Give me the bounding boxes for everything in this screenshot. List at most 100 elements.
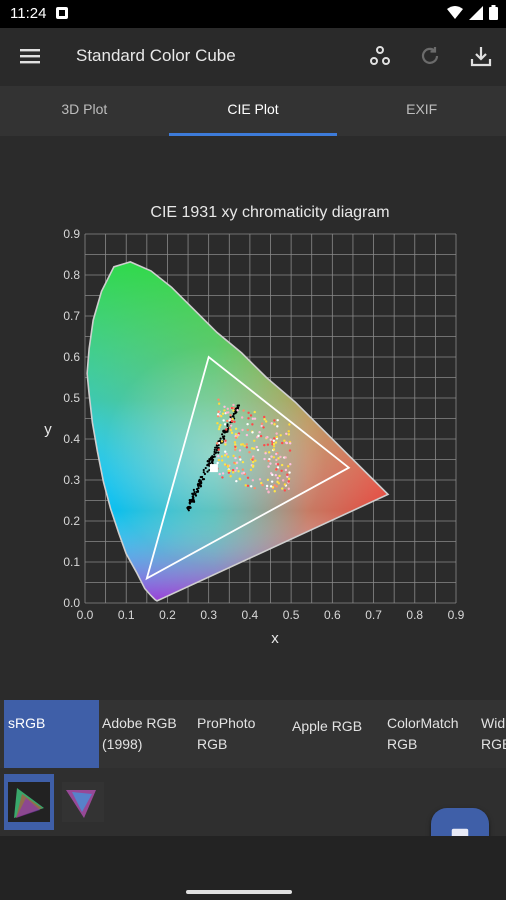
- x-tick-label: 0.0: [77, 608, 94, 622]
- pixel-point: [262, 426, 265, 429]
- pixel-point: [253, 417, 257, 420]
- pixel-point: [283, 483, 287, 486]
- pixel-point: [274, 441, 278, 444]
- home-gesture-handle[interactable]: [186, 890, 292, 894]
- pixel-point: [217, 441, 221, 445]
- pixel-point: [246, 484, 250, 488]
- hierarchy-button[interactable]: [366, 42, 394, 70]
- gamut-option-colormatch-rgb[interactable]: ColorMatch RGB: [387, 715, 459, 752]
- pixel-point: [208, 458, 211, 461]
- pixel-point: [246, 428, 249, 432]
- pixel-point: [231, 468, 235, 472]
- pixel-point: [253, 410, 256, 414]
- pixel-point: [272, 437, 276, 440]
- pixel-point: [277, 457, 280, 460]
- pixel-point: [249, 468, 253, 472]
- pixel-point: [188, 501, 191, 504]
- pixel-point: [286, 473, 289, 476]
- refresh-button[interactable]: [416, 42, 444, 70]
- gamut-option-prophoto-rgb[interactable]: ProPhoto RGB: [197, 715, 256, 752]
- thumbnail-item[interactable]: [58, 774, 108, 830]
- gamut-option-apple-rgb[interactable]: Apple RGB: [292, 718, 363, 734]
- pixel-point: [255, 445, 258, 449]
- pixel-point: [228, 426, 232, 430]
- pixel-point: [235, 479, 238, 483]
- y-tick-label: 0.4: [63, 432, 80, 446]
- gamut-option-adobe-rgb[interactable]: Adobe RGB (1998): [102, 715, 177, 752]
- y-tick-label: 0.3: [63, 473, 80, 487]
- wifi-icon: [447, 5, 463, 19]
- pixel-point: [242, 409, 245, 412]
- pixel-point: [234, 469, 237, 472]
- pixel-point: [217, 448, 220, 451]
- pixel-point: [202, 477, 206, 481]
- pixel-point: [213, 453, 216, 456]
- pixel-point: [287, 487, 290, 490]
- pixel-point: [263, 418, 266, 421]
- cie-chart-area: 0.0 0.1 0.2 0.3 0.4 0.5 0.6 0.7 0.8 0.9 0.0 0.1 0.2 0…: [0, 136, 506, 700]
- pixel-point: [227, 411, 230, 414]
- pixel-point: [246, 422, 249, 426]
- gamut-option-wide-gamut-rgb[interactable]: Wid RGB: [481, 715, 506, 752]
- pixel-point: [229, 429, 233, 432]
- pixel-point: [229, 475, 232, 478]
- pixel-point: [226, 464, 230, 468]
- pixel-point: [241, 460, 245, 464]
- pixel-point: [216, 413, 220, 416]
- pixel-point: [234, 427, 238, 430]
- pixel-point: [202, 468, 205, 472]
- pixel-point: [216, 422, 219, 425]
- pixel-point: [234, 412, 237, 415]
- pixel-point: [269, 438, 272, 441]
- pixel-point: [197, 487, 200, 490]
- gamut-option-srgb[interactable]: sRGB: [4, 700, 99, 768]
- menu-button[interactable]: [18, 44, 42, 68]
- pixel-point: [234, 445, 237, 448]
- pixel-point: [279, 434, 282, 437]
- pixel-point: [229, 415, 232, 418]
- pixel-point: [240, 416, 244, 419]
- pixel-point: [187, 509, 190, 512]
- pixel-point: [211, 456, 214, 459]
- pixel-point: [288, 449, 292, 452]
- pixel-point: [192, 488, 195, 491]
- pixel-point: [233, 441, 237, 444]
- pixel-point: [215, 451, 218, 454]
- pixel-point: [232, 415, 235, 418]
- pixel-point: [245, 446, 249, 449]
- pixel-point: [220, 459, 224, 462]
- pixel-point: [222, 437, 226, 441]
- pixel-point: [288, 442, 292, 445]
- y-tick-label: 0.8: [63, 268, 80, 282]
- app-title: Standard Color Cube: [76, 46, 236, 65]
- thumbnail-item[interactable]: [4, 774, 54, 830]
- pixel-point: [279, 455, 282, 459]
- pixel-point: [204, 466, 207, 470]
- pixel-point: [206, 470, 209, 473]
- pixel-point: [270, 455, 273, 458]
- pixel-point: [270, 422, 273, 425]
- pixel-point: [247, 411, 250, 414]
- pixel-point: [277, 482, 281, 485]
- pixel-point: [273, 490, 276, 493]
- pixel-point: [215, 448, 219, 452]
- tab-cie-plot[interactable]: CIE Plot: [168, 86, 338, 136]
- pixel-point: [287, 433, 291, 436]
- tab-3d-plot[interactable]: 3D Plot: [61, 101, 108, 117]
- pixel-point: [267, 451, 271, 454]
- pixel-point: [222, 430, 225, 433]
- pixel-point: [226, 455, 230, 458]
- pixel-point: [226, 423, 229, 426]
- pixel-point: [287, 430, 290, 433]
- pixel-point: [281, 441, 284, 445]
- status-time: 11:24: [10, 5, 47, 22]
- pixel-point: [278, 474, 281, 478]
- refresh-icon: [421, 47, 439, 64]
- tab-exif[interactable]: EXIF: [406, 101, 438, 117]
- pixel-point: [286, 475, 289, 478]
- pixel-point: [189, 506, 192, 509]
- pixel-point: [272, 439, 275, 442]
- pixel-point: [241, 443, 245, 446]
- download-button[interactable]: [467, 42, 495, 70]
- pixel-point: [218, 425, 221, 429]
